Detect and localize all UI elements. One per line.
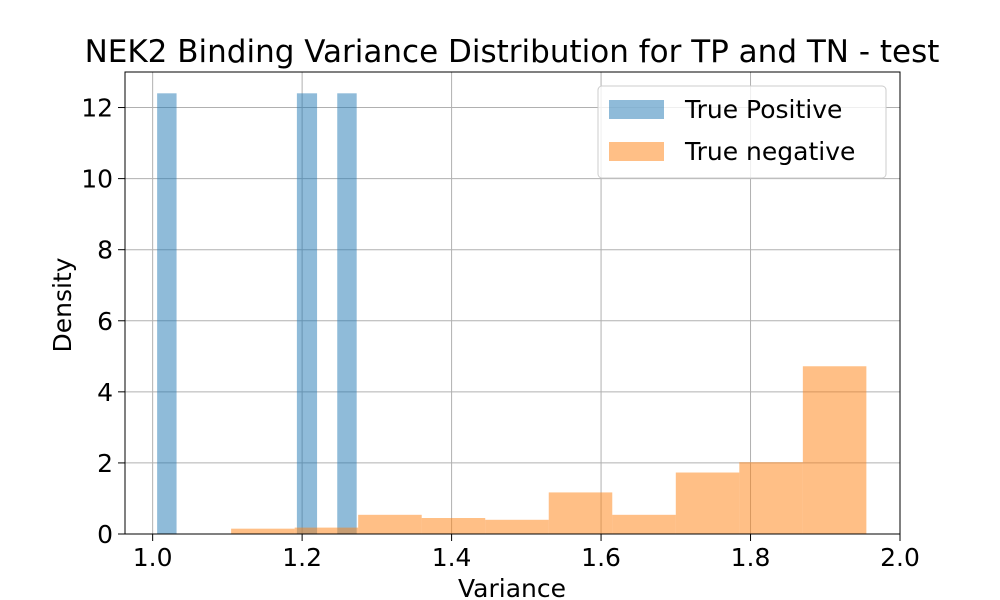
true-negative-bar	[802, 366, 867, 534]
y-tick-label: 12	[81, 94, 113, 123]
y-axis-label: Density	[48, 257, 77, 352]
legend: True Positive True negative	[597, 85, 887, 179]
true-negative-bar	[294, 527, 359, 534]
true-negative-bar	[485, 519, 549, 534]
x-tick-label: 1.8	[731, 543, 771, 572]
true-negative-bar	[675, 472, 740, 534]
x-axis-label: Variance	[458, 574, 566, 600]
legend-swatch-true-positive	[609, 100, 664, 119]
y-tick-label: 4	[97, 378, 113, 407]
legend-swatch-true-negative	[609, 142, 664, 161]
x-tick-label: 1.0	[133, 543, 173, 572]
y-tick-label: 0	[97, 520, 113, 549]
legend-label-true-positive: True Positive	[684, 95, 842, 124]
true-positive-bar	[157, 93, 177, 535]
x-tick-label: 1.2	[282, 543, 322, 572]
true-negative-series	[231, 366, 867, 534]
y-tick-label: 8	[97, 236, 113, 265]
true-negative-bar	[548, 492, 613, 534]
x-tick-label: 1.6	[581, 543, 621, 572]
true-negative-bar	[358, 514, 422, 534]
true-negative-bar	[612, 514, 676, 534]
x-axis-ticks: 1.0 1.2 1.4 1.6 1.8 2.0	[133, 534, 920, 572]
true-negative-bar	[231, 528, 295, 534]
chart-title: NEK2 Binding Variance Distribution for T…	[85, 34, 940, 70]
true-positive-bar	[337, 93, 357, 535]
legend-label-true-negative: True negative	[684, 137, 855, 166]
x-tick-label: 2.0	[880, 543, 920, 572]
true-negative-bar	[421, 518, 486, 534]
true-positive-series	[157, 93, 357, 535]
x-tick-label: 1.4	[432, 543, 472, 572]
y-tick-label: 10	[81, 165, 113, 194]
true-negative-bar	[739, 462, 803, 534]
y-axis-ticks: 0 2 4 6 8 10 12	[81, 94, 125, 549]
true-positive-bar	[296, 93, 318, 535]
legend-box	[597, 85, 887, 179]
y-tick-label: 6	[97, 307, 113, 336]
y-tick-label: 2	[97, 449, 113, 478]
plot-frame	[124, 71, 901, 535]
